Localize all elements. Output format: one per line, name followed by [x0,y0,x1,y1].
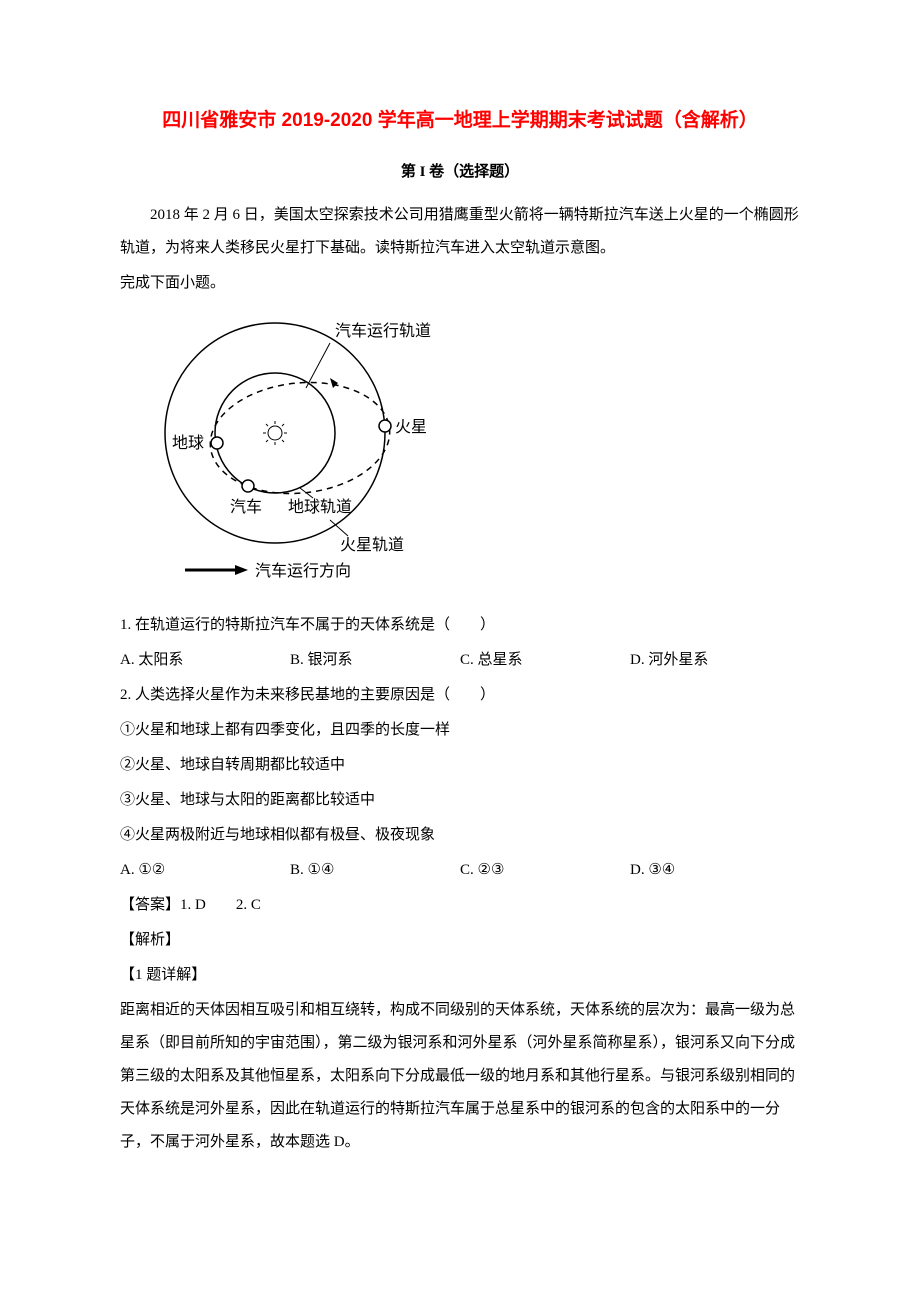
analysis-header: 【解析】 [120,924,800,957]
q1-option-b: B. 银河系 [290,644,460,677]
label-car: 汽车 [230,498,262,516]
label-car-orbit: 汽车运行轨道 [335,322,431,340]
analysis-q1-body: 距离相近的天体因相互吸引和相互绕转，构成不同级别的天体系统，天体系统的层次为：最… [120,994,800,1159]
q2-item-2: ②火星、地球自转周期都比较适中 [120,749,800,782]
page-title: 四川省雅安市 2019-2020 学年高一地理上学期期末考试试题（含解析） [120,100,800,142]
analysis-q1-header: 【1 题详解】 [120,959,800,992]
intro-paragraph-2: 完成下面小题。 [120,267,800,300]
q1-option-d: D. 河外星系 [630,644,800,677]
q2-option-b: B. ①④ [290,854,460,887]
q2-option-d: D. ③④ [630,854,800,887]
label-mars: 火星 [395,419,427,436]
q1-options: A. 太阳系 B. 银河系 C. 总星系 D. 河外星系 [120,644,800,677]
label-earth: 地球 [172,434,204,452]
q1-stem: 1. 在轨道运行的特斯拉汽车不属于的天体系统是（ ） [120,609,800,642]
orbit-diagram: 汽车运行轨道 地球 火星 地球轨道 汽车 火星轨道 汽车运行方向 [130,308,800,601]
q2-stem: 2. 人类选择火星作为未来移民基地的主要原因是（ ） [120,679,800,712]
q2-item-3: ③火星、地球与太阳的距离都比较适中 [120,784,800,817]
q2-item-4: ④火星两极附近与地球相似都有极昼、极夜现象 [120,819,800,852]
label-earth-orbit: 地球轨道 [288,498,352,516]
q1-option-c: C. 总星系 [460,644,630,677]
q2-option-c: C. ②③ [460,854,630,887]
answer-line: 【答案】1. D 2. C [120,889,800,922]
section-subtitle: 第 I 卷（选择题） [120,156,800,189]
q1-option-a: A. 太阳系 [120,644,290,677]
q2-option-a: A. ①② [120,854,290,887]
q2-item-1: ①火星和地球上都有四季变化，且四季的长度一样 [120,714,800,747]
q2-options: A. ①② B. ①④ C. ②③ D. ③④ [120,854,800,887]
label-mars-orbit: 火星轨道 [340,536,404,554]
label-direction: 汽车运行方向 [255,562,351,580]
intro-paragraph-1: 2018 年 2 月 6 日，美国太空探索技术公司用猎鹰重型火箭将一辆特斯拉汽车… [120,199,800,265]
